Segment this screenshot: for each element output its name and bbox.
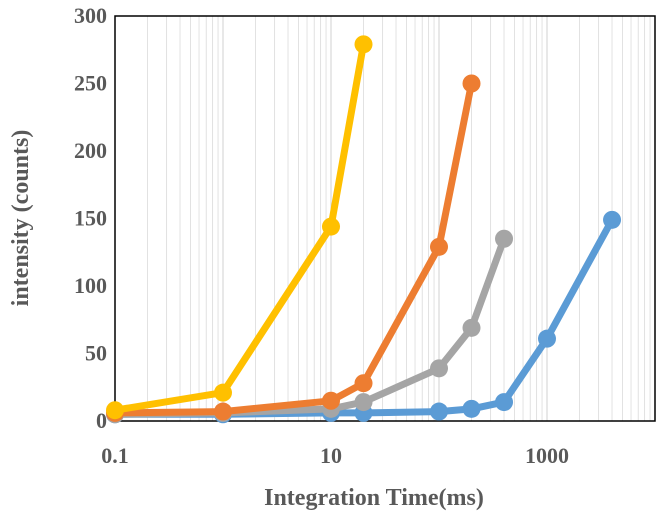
data-point bbox=[354, 374, 373, 393]
x-axis-title: Integration Time(ms) bbox=[264, 485, 484, 511]
data-point bbox=[430, 237, 448, 256]
y-tick-label: 100 bbox=[74, 273, 107, 298]
y-tick-label: 250 bbox=[74, 71, 107, 96]
data-point bbox=[495, 229, 514, 248]
y-tick-label: 200 bbox=[74, 138, 107, 163]
data-point bbox=[430, 402, 448, 421]
plot-area-border bbox=[114, 15, 656, 422]
y-tick-label: 150 bbox=[74, 206, 107, 231]
data-point bbox=[495, 393, 514, 412]
data-point bbox=[214, 402, 232, 421]
axis-layer: 0 50 100 150 200 250 300 0.1 10 1000 bbox=[74, 3, 569, 468]
data-point bbox=[462, 399, 481, 418]
data-point bbox=[354, 393, 373, 412]
x-tick-label: 0.1 bbox=[101, 443, 129, 468]
data-point bbox=[430, 359, 448, 378]
data-point bbox=[214, 383, 232, 402]
series-line bbox=[111, 40, 367, 414]
y-tick-label: 300 bbox=[74, 3, 107, 28]
series-4 bbox=[106, 35, 373, 420]
data-point bbox=[106, 401, 124, 420]
data-point bbox=[322, 217, 340, 236]
x-tick-label: 1000 bbox=[525, 443, 569, 468]
data-point bbox=[322, 391, 340, 410]
data-point bbox=[462, 74, 481, 93]
y-axis-title: intensity (counts) bbox=[8, 130, 34, 307]
y-tick-label: 50 bbox=[85, 341, 107, 366]
data-point bbox=[462, 318, 481, 337]
series-line bbox=[111, 80, 475, 417]
data-point bbox=[603, 210, 622, 229]
data-point bbox=[354, 35, 373, 54]
x-tick-label: 10 bbox=[320, 443, 342, 468]
y-tick-label: 0 bbox=[96, 408, 107, 433]
series-layer bbox=[106, 35, 622, 424]
data-point bbox=[538, 329, 556, 348]
